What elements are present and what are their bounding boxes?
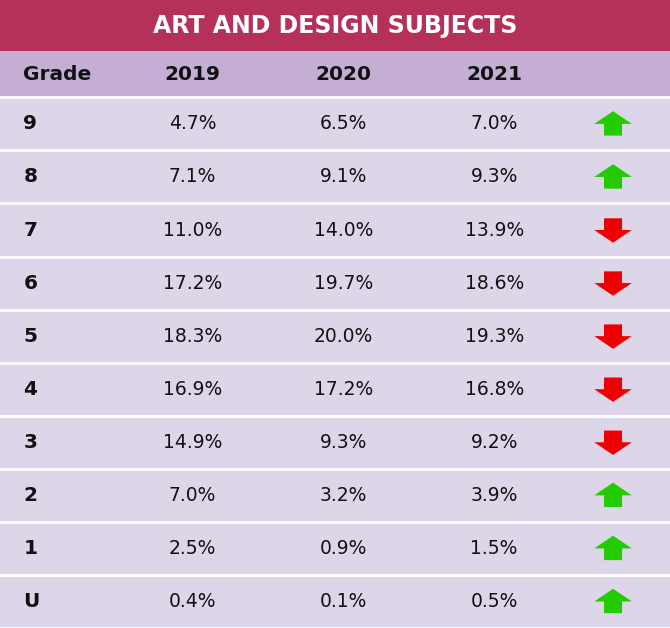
- Bar: [0, 0, 670, 51]
- Text: 2019: 2019: [165, 65, 220, 84]
- Text: 19.7%: 19.7%: [314, 274, 373, 293]
- Text: 2.5%: 2.5%: [169, 539, 216, 558]
- Text: 4.7%: 4.7%: [169, 114, 216, 133]
- Polygon shape: [594, 165, 632, 188]
- Bar: [0, 256, 670, 310]
- Bar: [0, 203, 670, 256]
- Text: U: U: [23, 592, 40, 611]
- Text: 7.0%: 7.0%: [169, 486, 216, 505]
- Text: 6.5%: 6.5%: [320, 114, 367, 133]
- Text: 0.9%: 0.9%: [320, 539, 367, 558]
- Text: 5: 5: [23, 327, 38, 345]
- Text: 9.2%: 9.2%: [470, 433, 518, 452]
- Text: 17.2%: 17.2%: [314, 380, 373, 399]
- Polygon shape: [594, 271, 632, 296]
- Bar: [0, 575, 670, 628]
- Text: 18.3%: 18.3%: [163, 327, 222, 345]
- Text: 0.5%: 0.5%: [470, 592, 518, 611]
- Polygon shape: [594, 431, 632, 455]
- Text: 1.5%: 1.5%: [470, 539, 518, 558]
- Text: 14.9%: 14.9%: [163, 433, 222, 452]
- Bar: [0, 97, 670, 150]
- Polygon shape: [594, 536, 632, 560]
- Bar: [0, 468, 670, 522]
- Text: 0.4%: 0.4%: [169, 592, 216, 611]
- Text: 20.0%: 20.0%: [314, 327, 373, 345]
- Text: 2020: 2020: [316, 65, 371, 84]
- Text: 9.1%: 9.1%: [320, 168, 367, 187]
- Polygon shape: [594, 325, 632, 349]
- Text: 4: 4: [23, 380, 38, 399]
- Polygon shape: [594, 219, 632, 242]
- Text: 7: 7: [23, 220, 38, 239]
- Bar: [0, 51, 670, 97]
- Text: 1: 1: [23, 539, 38, 558]
- Text: 2021: 2021: [466, 65, 522, 84]
- Bar: [0, 150, 670, 203]
- Text: 8: 8: [23, 168, 38, 187]
- Text: 3: 3: [23, 433, 38, 452]
- Bar: [0, 310, 670, 362]
- Polygon shape: [594, 111, 632, 136]
- Text: 13.9%: 13.9%: [464, 220, 524, 239]
- Text: 16.9%: 16.9%: [163, 380, 222, 399]
- Polygon shape: [594, 589, 632, 613]
- Text: 9.3%: 9.3%: [470, 168, 518, 187]
- Text: 11.0%: 11.0%: [163, 220, 222, 239]
- Bar: [0, 362, 670, 416]
- Text: 9.3%: 9.3%: [320, 433, 367, 452]
- Text: 3.9%: 3.9%: [470, 486, 518, 505]
- Text: 19.3%: 19.3%: [464, 327, 524, 345]
- Polygon shape: [594, 483, 632, 507]
- Text: 16.8%: 16.8%: [464, 380, 524, 399]
- Text: 17.2%: 17.2%: [163, 274, 222, 293]
- Text: 2: 2: [23, 486, 38, 505]
- Text: 18.6%: 18.6%: [464, 274, 524, 293]
- Text: Grade: Grade: [23, 65, 92, 84]
- Bar: [0, 416, 670, 468]
- Text: 14.0%: 14.0%: [314, 220, 373, 239]
- Text: 6: 6: [23, 274, 38, 293]
- Text: 7.1%: 7.1%: [169, 168, 216, 187]
- Text: 0.1%: 0.1%: [320, 592, 367, 611]
- Bar: [0, 522, 670, 575]
- Text: ART AND DESIGN SUBJECTS: ART AND DESIGN SUBJECTS: [153, 14, 517, 38]
- Text: 7.0%: 7.0%: [470, 114, 518, 133]
- Polygon shape: [594, 377, 632, 402]
- Text: 3.2%: 3.2%: [320, 486, 367, 505]
- Text: 9: 9: [23, 114, 38, 133]
